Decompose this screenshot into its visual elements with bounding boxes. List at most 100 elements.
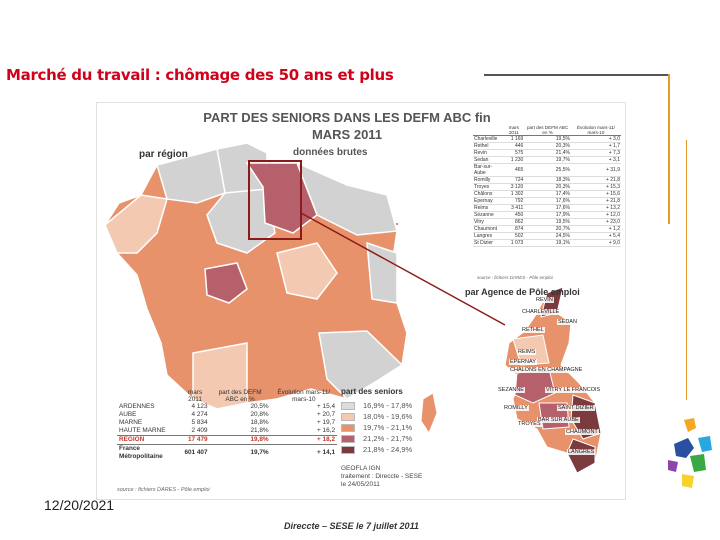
agency-city-label: SAINT DIZIER <box>557 405 595 411</box>
table-cell: 5 834 <box>191 419 208 426</box>
table-cell: 17,6% <box>524 204 571 212</box>
table-cell: 20,3% <box>524 183 571 191</box>
table-cell: 20,3% <box>524 142 571 150</box>
table-cell: 1 230 <box>503 156 525 164</box>
row-label: Romilly <box>473 176 504 184</box>
agency-city-label: ROMILLY <box>503 405 529 411</box>
table-header: part des DEFM ABC en % <box>524 125 571 136</box>
table-cell: 19,1% <box>524 239 571 247</box>
table-row: Chaumont 874 20,7% + 1,2 <box>473 225 621 233</box>
map-label: par région <box>139 149 188 160</box>
table-cell: 575 <box>503 149 525 157</box>
champagne-highlight-box <box>248 160 302 240</box>
table-row: Revin 575 21,4% + 7,3 <box>473 149 621 157</box>
table-cell: 19,8% <box>209 435 271 445</box>
row-label: Reims <box>473 204 504 212</box>
table-row: Rethel 446 20,3% + 1,7 <box>473 142 621 150</box>
slide-footer: Direccte – SESE le 7 juillet 2011 <box>284 521 419 531</box>
region-light <box>104 194 168 254</box>
legend-label: 21,2% - 21,7% <box>363 434 413 443</box>
table-cell: 17,4% <box>524 190 571 198</box>
table-row: REGION 17 479 19,8% + 18,2 <box>117 435 337 445</box>
table-cell: 874 <box>503 225 525 233</box>
row-label: Revin <box>473 149 504 157</box>
table-cell: 17 479 <box>180 435 210 445</box>
table-row: MARNE 5 834 18,8% + 19,7 <box>117 419 337 427</box>
row-label: Vitry <box>473 218 504 226</box>
table-cell: + 15,4 <box>317 403 335 410</box>
table-header: Évolution mars-11/ mars-10 <box>277 389 331 403</box>
region-grey <box>156 148 226 204</box>
legend-item: 18,0% - 19,6% <box>341 411 471 422</box>
legend-label: 16,9% - 17,8% <box>363 401 413 410</box>
table-cell: 1 073 <box>503 239 525 247</box>
region-grey <box>318 330 404 400</box>
logo-yellow-shape <box>682 474 694 488</box>
table-row: Troyes 3 120 20,3% + 15,3 <box>473 183 621 191</box>
connector-line <box>300 212 506 326</box>
table-cell: 17,9% <box>524 211 571 219</box>
table-cell: + 31,9 <box>570 163 621 177</box>
row-label: REGION <box>117 435 181 445</box>
agency-city-label: CHAUMONT <box>565 429 599 435</box>
table-cell: 19,5% <box>524 218 571 226</box>
table-row: Sedan 1 230 19,7% + 3,1 <box>473 156 621 164</box>
table-cell: 450 <box>503 211 525 219</box>
table-cell: 20,7% <box>524 225 571 233</box>
logo-cyan-shape <box>698 436 712 452</box>
table-cell: 601 407 <box>180 444 210 461</box>
table-cell: 20,5% <box>250 403 269 410</box>
legend-item: 16,9% - 17,8% <box>341 400 471 411</box>
table-cell: 18,8% <box>250 419 269 426</box>
figure-title: PART DES SENIORS DANS LES DEFM ABC fin M… <box>203 110 491 142</box>
table-cell: + 1,7 <box>570 142 621 150</box>
table-header: Évolution mars-11/ mars-10 <box>570 125 621 136</box>
figure-subtitle: données brutes <box>293 147 368 158</box>
region-light <box>192 342 248 410</box>
agency-city-label: REIMS <box>517 349 537 355</box>
table-cell: 25,5% <box>524 163 571 177</box>
table-cell: 3 120 <box>503 183 525 191</box>
row-label: HAUTE MARNE <box>119 427 166 434</box>
legend-label: 21,8% - 24,9% <box>363 445 413 454</box>
legend-swatch <box>341 434 355 443</box>
table-row: Romilly 724 18,3% + 21,8 <box>473 176 621 184</box>
row-label: Troyes <box>473 183 504 191</box>
title-underline <box>484 74 670 76</box>
agency-city-label: VITRY LE FRANCOIS <box>545 387 602 393</box>
agency-city-label: SEZANNE <box>497 387 525 393</box>
table-row: ARDENNES 4 123 20,5% + 15,4 <box>117 403 337 411</box>
table-header: mars 2011 <box>187 389 203 403</box>
table-cell: 4 123 <box>191 403 208 410</box>
agency-map-label-text: par Agence de Pôle emploi <box>465 287 580 297</box>
legend-item: 19,7% - 21,1% <box>341 422 471 433</box>
table-cell: + 15,3 <box>570 183 621 191</box>
row-label: Sedan <box>473 156 504 164</box>
table-cell: 24,5% <box>524 232 571 240</box>
table-cell: 21,8% <box>250 427 269 434</box>
table-cell: 724 <box>503 176 525 184</box>
table-cell: + 15,6 <box>570 190 621 198</box>
france-region-map <box>104 142 602 474</box>
row-label: France Métropolitaine <box>117 444 181 461</box>
agency-city-label: BAR SUR AUBE <box>537 417 580 423</box>
table-header: mars 2011 <box>503 125 525 136</box>
table-source: source : fichiers DARES - Pôle emploi <box>477 275 553 280</box>
row-label: Chaumont <box>473 225 504 233</box>
table-row: Reims 3 411 17,6% + 13,2 <box>473 204 621 212</box>
row-label: Châlons <box>473 190 504 198</box>
legend-title: part des seniors <box>341 387 403 396</box>
row-label: AUBE <box>119 411 137 418</box>
logo-green-shape <box>690 454 706 472</box>
agency-city-label: RETHEL <box>521 327 545 333</box>
region-dark <box>245 162 318 234</box>
table-row: St Dizier 1 073 19,1% + 9,0 <box>473 239 621 247</box>
table-row: Langres 502 24,5% + 5,4 <box>473 232 621 240</box>
table-cell: + 3,1 <box>570 156 621 164</box>
row-label: Rethel <box>473 142 504 150</box>
row-label: MARNE <box>119 419 143 426</box>
legend-label: 19,7% - 21,1% <box>363 423 413 432</box>
table-cell: 465 <box>503 163 525 177</box>
table-row: HAUTE MARNE 2 409 21,8% + 16,2 <box>117 427 337 436</box>
table-cell: + 23,0 <box>570 218 621 226</box>
